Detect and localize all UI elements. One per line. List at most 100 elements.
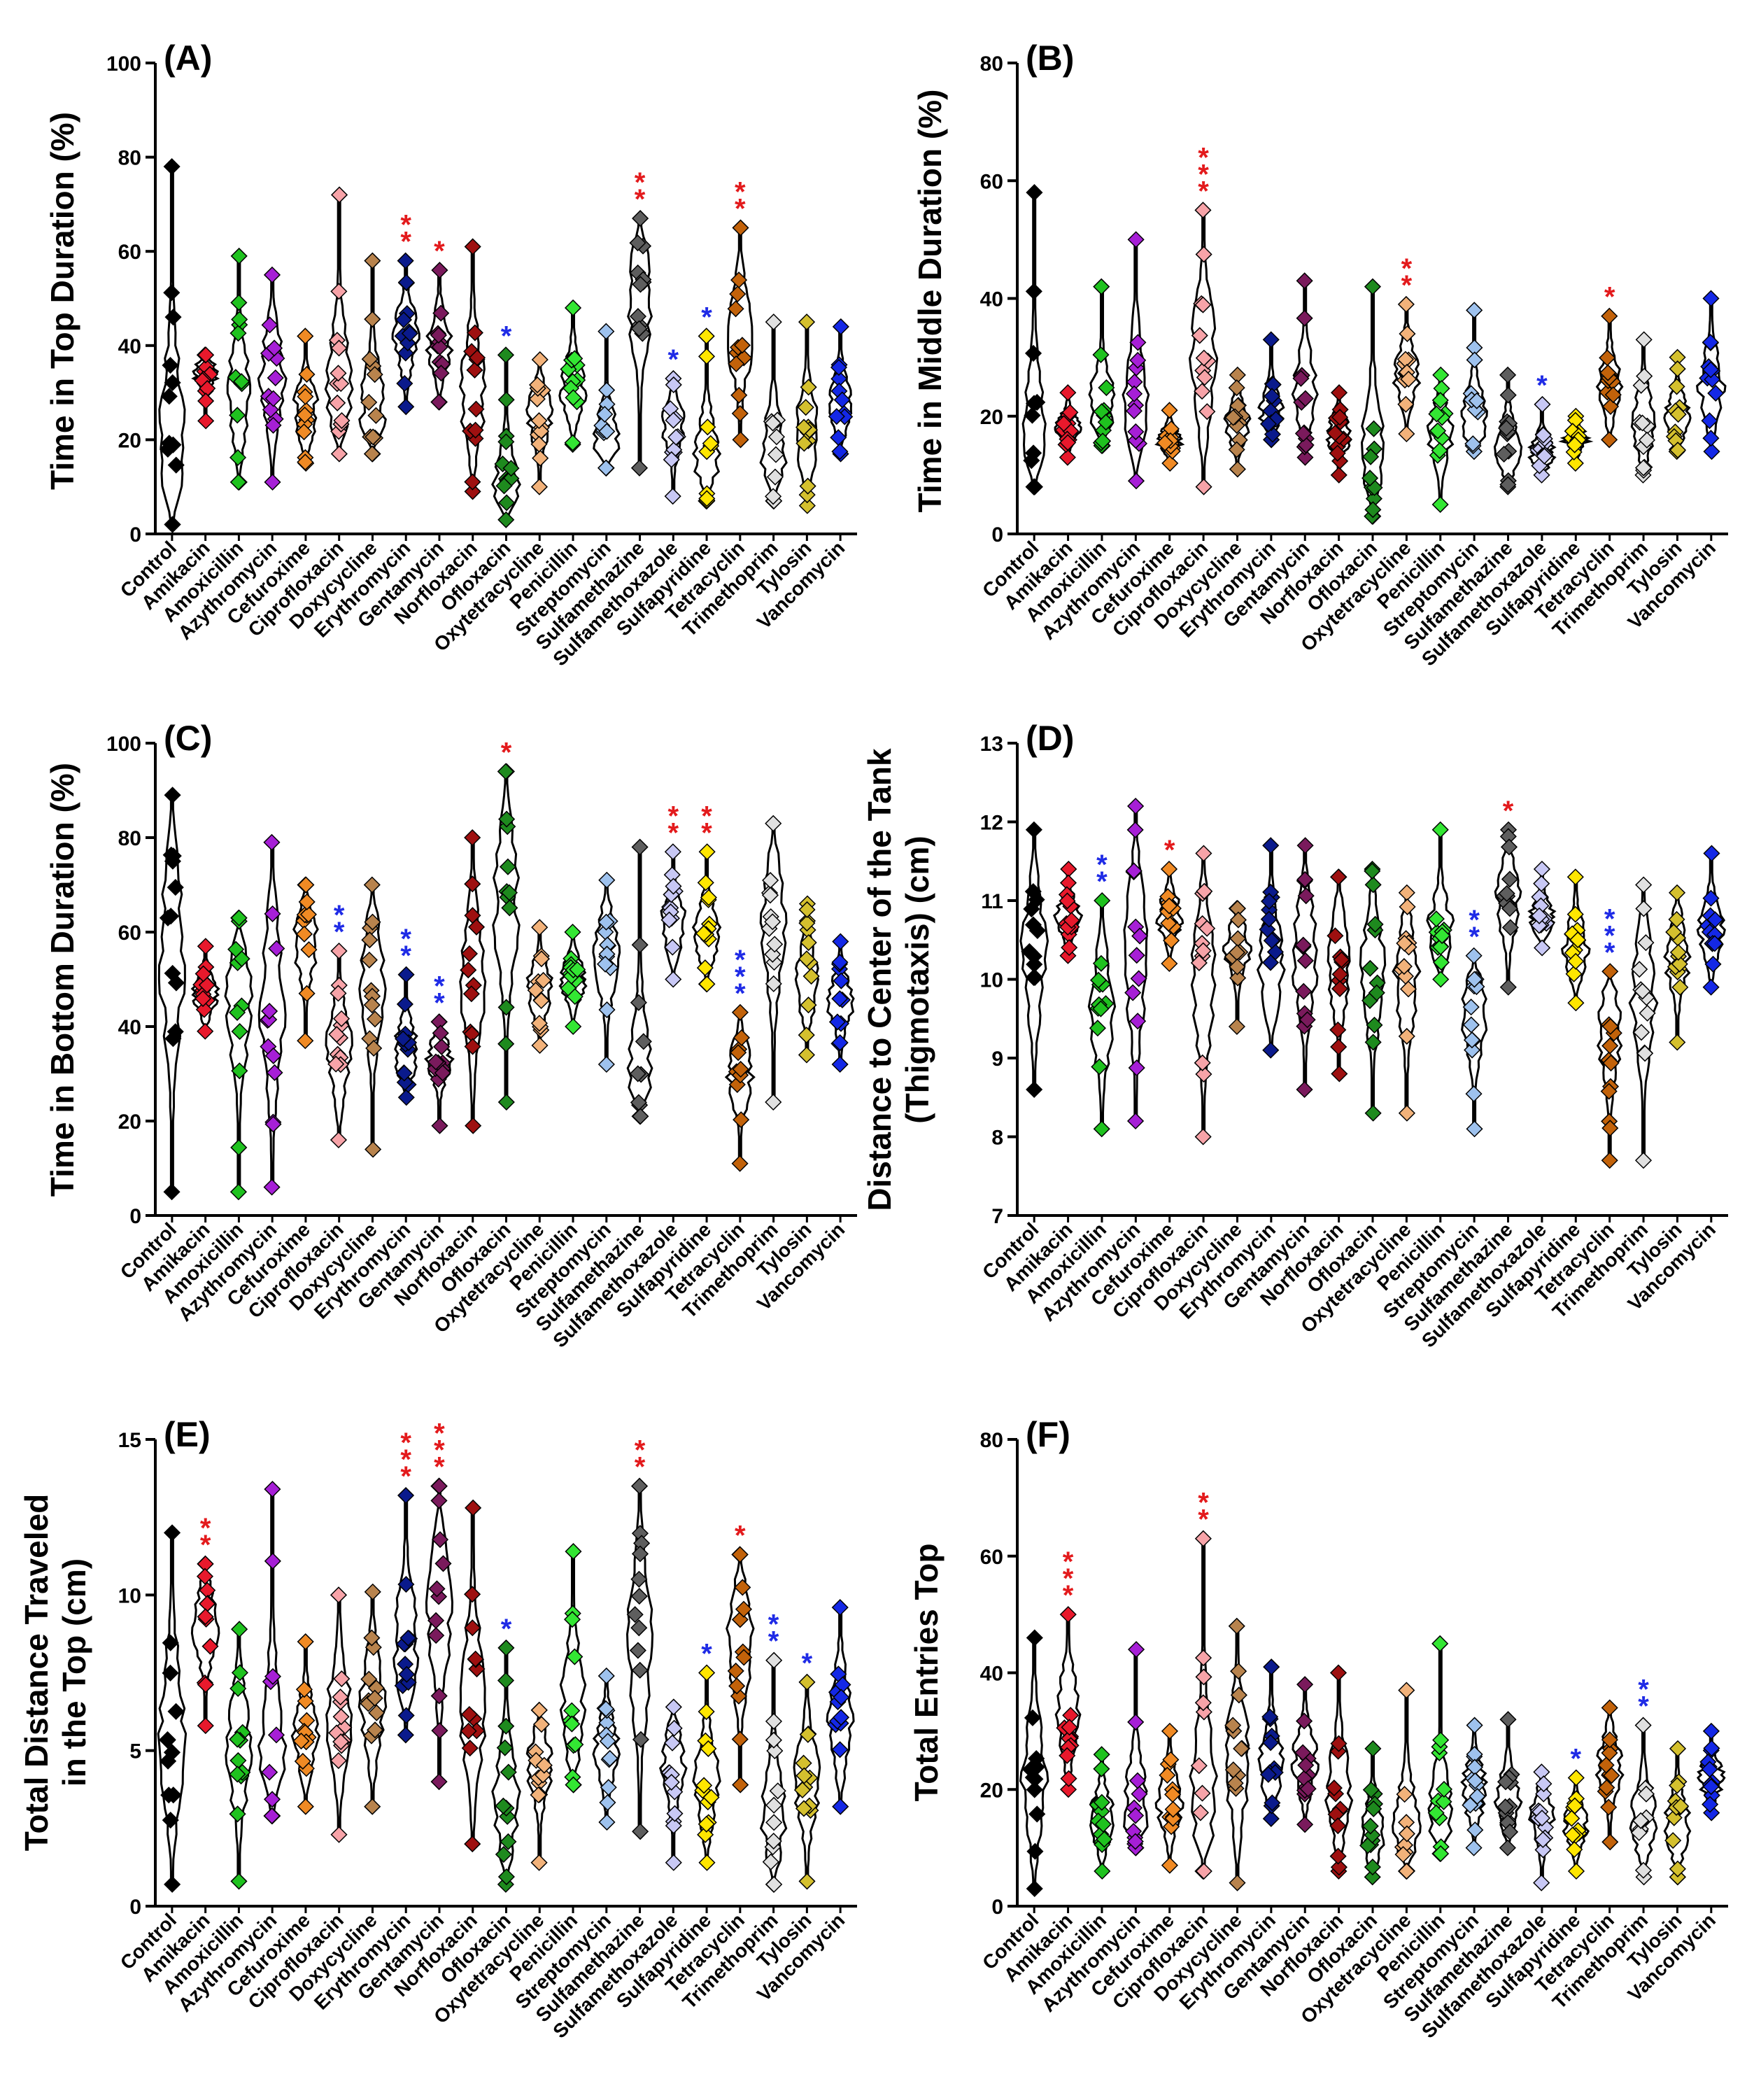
- data-point: [830, 429, 847, 446]
- data-point: [631, 1661, 649, 1679]
- data-point: [1128, 359, 1145, 376]
- data-point: [630, 994, 647, 1011]
- data-point: [299, 905, 317, 923]
- data-point: [499, 858, 517, 875]
- data-point: [431, 1117, 448, 1134]
- data-point: [330, 985, 347, 1002]
- data-point: [666, 1783, 684, 1800]
- data-point: [732, 219, 749, 237]
- data-point: [431, 338, 448, 356]
- data-point: [363, 445, 381, 463]
- data-point: [327, 1055, 345, 1073]
- data-point: [1497, 1773, 1515, 1791]
- significance-star: *: [501, 320, 512, 351]
- data-point: [1230, 1663, 1247, 1680]
- data-point: [1428, 405, 1445, 423]
- violin-amikacin: [1054, 1613, 1082, 1791]
- data-point: [828, 408, 845, 425]
- significance-star: *: [1401, 270, 1413, 301]
- data-point: [1129, 334, 1147, 351]
- data-point: [535, 1756, 553, 1774]
- data-point: [229, 449, 247, 466]
- data-point: [296, 407, 313, 424]
- data-point: [462, 985, 480, 1003]
- data-point: [1500, 838, 1518, 856]
- data-point: [430, 1687, 448, 1705]
- data-point: [764, 913, 781, 931]
- data-point: [795, 435, 813, 452]
- y-tick-label: 12: [980, 812, 1003, 835]
- data-point: [564, 434, 581, 451]
- data-point: [1162, 931, 1180, 950]
- data-point: [1161, 402, 1178, 419]
- data-point: [664, 488, 681, 505]
- data-point: [197, 1608, 214, 1626]
- data-point: [1671, 978, 1689, 996]
- data-point: [1260, 892, 1278, 910]
- data-point: [831, 954, 849, 971]
- data-point: [1196, 369, 1213, 386]
- data-point: [1364, 876, 1382, 894]
- data-point: [631, 936, 649, 954]
- data-point: [1194, 202, 1212, 219]
- data-point: [728, 355, 745, 372]
- data-point: [1706, 911, 1724, 929]
- data-point: [1432, 954, 1450, 971]
- data-point: [832, 1798, 849, 1815]
- data-point: [229, 473, 247, 491]
- data-point: [1398, 884, 1415, 901]
- data-point: [497, 1717, 515, 1735]
- data-point: [731, 1003, 749, 1021]
- data-point: [598, 381, 616, 399]
- data-point: [831, 990, 849, 1008]
- violin-control: [158, 165, 186, 526]
- data-point: [397, 274, 415, 291]
- data-point: [1089, 1020, 1106, 1037]
- data-point: [1566, 1840, 1583, 1859]
- data-point: [1634, 459, 1653, 477]
- data-point: [1060, 860, 1077, 878]
- y-axis-label: Distance to Center of the Tank(Thigmotax…: [861, 748, 935, 1211]
- data-point: [1364, 862, 1381, 880]
- data-point: [564, 299, 582, 317]
- data-point: [263, 1807, 281, 1825]
- data-point: [330, 1131, 348, 1149]
- data-point: [769, 1782, 786, 1800]
- data-point: [365, 1039, 383, 1057]
- data-point: [665, 1854, 682, 1871]
- data-point: [1194, 1784, 1211, 1802]
- data-point: [1704, 371, 1721, 388]
- data-point: [330, 283, 348, 300]
- significance-star: *: [802, 1648, 813, 1679]
- data-point: [1059, 434, 1077, 451]
- data-point: [735, 1649, 753, 1666]
- data-point: [1669, 406, 1687, 423]
- data-point: [1229, 1874, 1246, 1891]
- data-point: [399, 1629, 417, 1647]
- data-point: [798, 915, 816, 932]
- data-point: [497, 763, 514, 780]
- data-point: [368, 1704, 386, 1721]
- data-point: [1194, 1128, 1212, 1146]
- data-point: [1398, 1682, 1415, 1699]
- data-point: [1130, 970, 1147, 987]
- significance-star: *: [735, 978, 746, 1009]
- data-point: [765, 1814, 783, 1831]
- data-point: [1191, 327, 1208, 344]
- data-point: [1601, 307, 1618, 325]
- data-point: [1362, 1781, 1380, 1798]
- data-point: [1194, 1530, 1212, 1547]
- data-point: [461, 1740, 479, 1757]
- data-point: [732, 431, 749, 449]
- data-point: [160, 388, 178, 405]
- data-point: [528, 390, 546, 408]
- data-point: [731, 1731, 749, 1748]
- data-point: [163, 1524, 181, 1542]
- significance-star: *: [1198, 142, 1209, 173]
- data-point: [697, 874, 714, 892]
- data-point: [230, 909, 248, 926]
- data-point: [1635, 331, 1653, 348]
- data-point: [1466, 1772, 1484, 1789]
- data-point: [264, 390, 282, 407]
- significance-star: *: [701, 801, 712, 831]
